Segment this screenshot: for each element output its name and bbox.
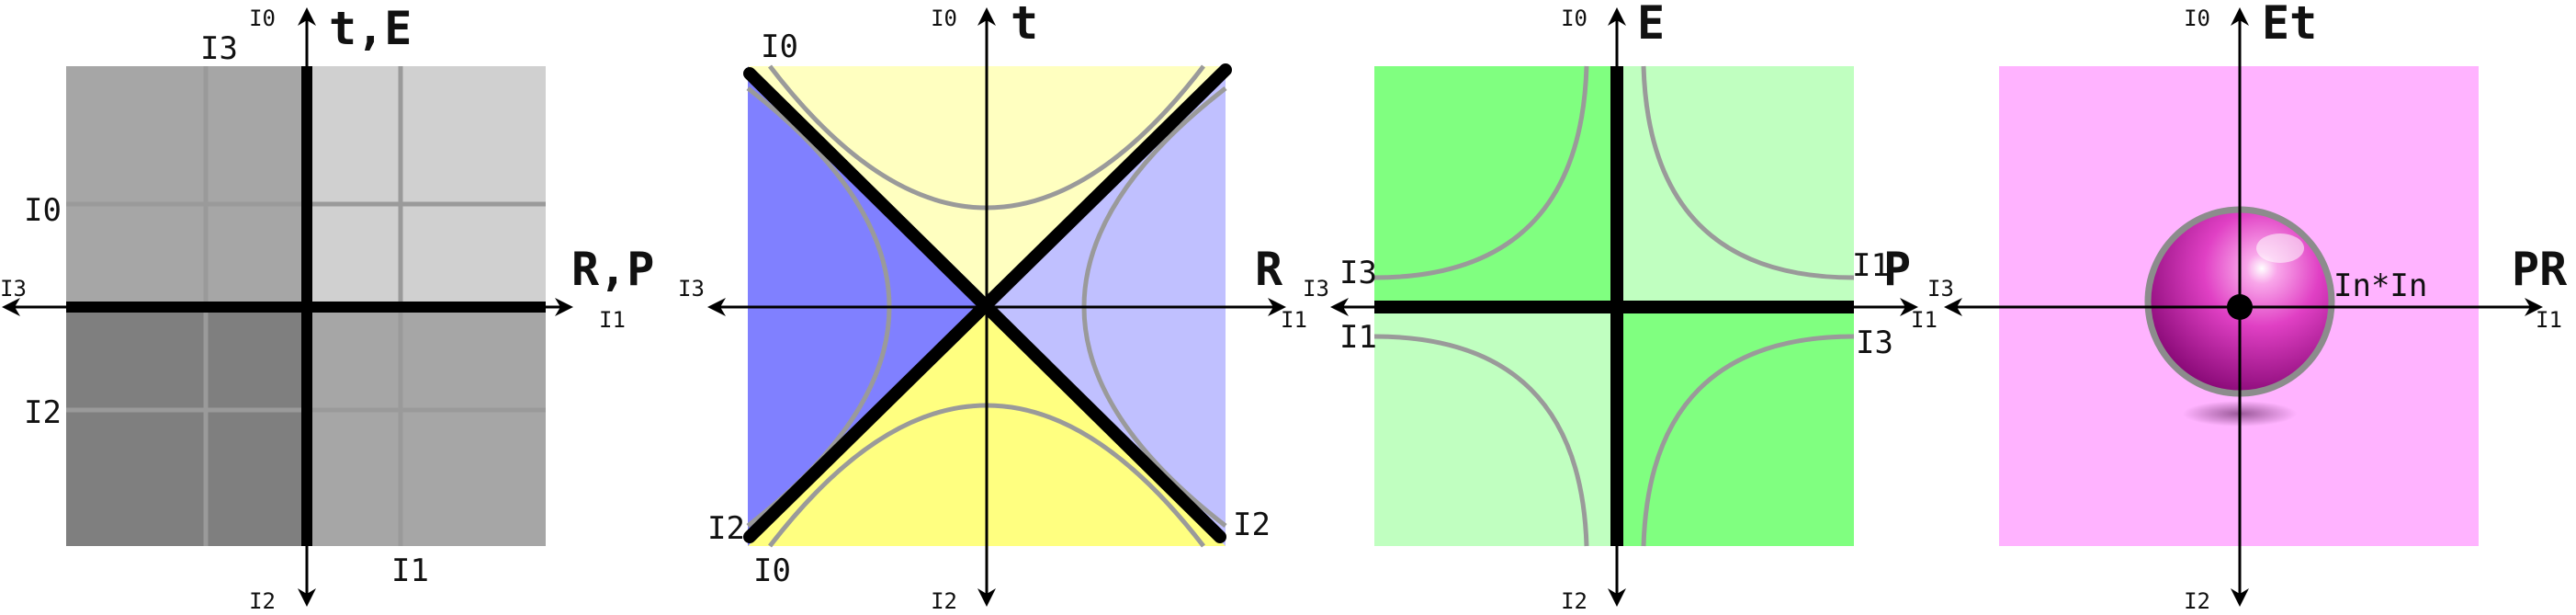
p3-hyperbola-lower-right	[1641, 334, 1855, 547]
p3-quadrant-upper-left	[1374, 66, 1617, 307]
p3-quadrant-lower-right	[1617, 307, 1854, 546]
p1-quadrant-lower-left	[66, 307, 307, 546]
p2-corner-label-bottom-left-lower: I0	[753, 552, 791, 589]
p4-axis-label-top: I0	[2184, 6, 2210, 31]
panel-1: t,E R,P I0 I2 I3 I1 I3 I0 I2 I1	[0, 2, 654, 614]
p3-hyperbola-upper-right	[1641, 65, 1855, 280]
p3-side-label-left-lower: I1	[1339, 319, 1377, 356]
p3-side-label-right-upper: I1	[1852, 247, 1890, 284]
p2-axis-label-bottom: I2	[931, 588, 957, 614]
p3-axis-label-top: I0	[1561, 6, 1587, 31]
p4-axis-label-right: I1	[2536, 307, 2562, 333]
p2-corner-label-bottom-right: I2	[1233, 507, 1271, 543]
p3-horizontal-label: P	[1883, 243, 1911, 296]
p3-vertical-label: E	[1637, 0, 1665, 50]
p3-hyperbola-upper-left	[1373, 65, 1589, 280]
p1-quadrant-lower-right	[307, 307, 546, 546]
p4-vertical-label: Et	[2262, 0, 2317, 50]
p3-axis-label-bottom: I2	[1561, 588, 1587, 614]
p3-hyperbola-lower-left	[1373, 334, 1589, 547]
p4-axis-label-left: I3	[1927, 276, 1954, 302]
p3-quadrant-upper-right	[1617, 66, 1854, 307]
p3-side-label-right-lower: I3	[1856, 325, 1893, 361]
p2-corner-label-top-left: I0	[761, 28, 798, 65]
p1-quadrant-label-top: I3	[200, 30, 238, 67]
p4-axis-label-bottom: I2	[2184, 588, 2210, 614]
p4-origin-dot	[2227, 294, 2253, 320]
p2-axis-label-top: I0	[931, 6, 957, 31]
p1-quadrant-label-left-lower: I2	[24, 394, 62, 431]
p1-vertical-label: t,E	[329, 2, 412, 55]
p1-quadrant-label-left-upper: I0	[24, 192, 62, 229]
p2-axis-label-right: I1	[1281, 307, 1307, 333]
p1-axis-label-left: I3	[0, 276, 27, 302]
p1-horizontal-label: R,P	[571, 243, 654, 296]
panel-2: t R I0 I2 I3 I1 I0 I2 I0 I2	[678, 0, 1307, 614]
panel-3: E P I0 I2 I3 I1 I3 I1 I1 I3	[1303, 0, 1938, 614]
p1-quadrant-label-bottom: I1	[391, 552, 429, 589]
p3-axis-label-left: I3	[1303, 276, 1329, 302]
p2-horizontal-label: R	[1255, 243, 1283, 296]
p3-side-label-left-upper: I3	[1339, 255, 1377, 291]
panel-4: Et PR I0 I2 I3 I1 In*In	[1927, 0, 2568, 614]
p4-sphere-highlight	[2256, 233, 2304, 263]
p2-vertical-label: t	[1011, 0, 1038, 50]
p4-horizontal-label: PR	[2512, 243, 2568, 296]
p3-quadrant-lower-left	[1374, 307, 1617, 546]
p1-quadrant-upper-right	[307, 66, 546, 307]
p1-axis-label-bottom: I2	[249, 588, 276, 614]
p4-sphere-label: In*In	[2333, 268, 2427, 304]
p2-corner-label-bottom-left-upper: I2	[707, 510, 745, 547]
p1-axis-label-top: I0	[249, 6, 276, 31]
p3-axis-label-right: I1	[1911, 307, 1938, 333]
p1-quadrant-upper-left	[66, 66, 307, 307]
p2-axis-label-left: I3	[678, 276, 705, 302]
p1-axis-label-right: I1	[599, 307, 626, 333]
